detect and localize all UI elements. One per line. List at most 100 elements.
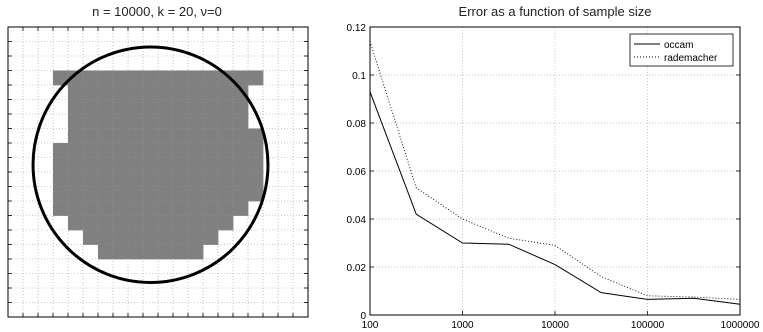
filled-cell (113, 99, 129, 115)
filled-cell (68, 128, 84, 144)
filled-cell (218, 114, 234, 129)
filled-cell (53, 70, 69, 86)
filled-cell (98, 215, 114, 231)
filled-cell (113, 215, 129, 231)
filled-cell (173, 230, 189, 245)
filled-cell (113, 244, 129, 260)
filled-cell (233, 172, 249, 187)
filled-cell (203, 157, 219, 173)
filled-cell (158, 244, 174, 260)
filled-cell (143, 215, 159, 231)
filled-cell (68, 215, 84, 231)
filled-cell (218, 70, 234, 86)
filled-cell (128, 172, 144, 187)
filled-cell (158, 215, 174, 231)
filled-cell (248, 143, 264, 158)
filled-cell (218, 215, 234, 231)
filled-cell (113, 201, 129, 216)
filled-cell (83, 157, 99, 173)
filled-cell (218, 157, 234, 173)
filled-cell (203, 215, 219, 231)
filled-cell (188, 157, 204, 173)
filled-cell (158, 157, 174, 173)
series-line-rademacher (369, 41, 741, 300)
filled-cell (143, 85, 159, 100)
y-tick-label: 0 (360, 311, 366, 322)
filled-cell (98, 201, 114, 216)
filled-cell (143, 70, 159, 86)
filled-cell (98, 157, 114, 173)
filled-cell (203, 70, 219, 86)
filled-cell (188, 244, 204, 260)
filled-cell (113, 186, 129, 202)
right-plot-title: Error as a function of sample size (459, 4, 652, 19)
filled-cells-group (53, 70, 264, 260)
filled-cell (143, 244, 159, 260)
filled-cell (158, 143, 174, 158)
filled-cell (128, 157, 144, 173)
filled-cell (143, 201, 159, 216)
filled-cell (188, 85, 204, 100)
x-tick-label: 100 (362, 320, 379, 331)
filled-cell (218, 201, 234, 216)
filled-cell (218, 143, 234, 158)
filled-cell (143, 230, 159, 245)
filled-cell (143, 128, 159, 144)
filled-cell (113, 143, 129, 158)
filled-cell (68, 143, 84, 158)
filled-cell (98, 128, 114, 144)
filled-cell (128, 99, 144, 115)
x-tick-label: 100000 (631, 320, 665, 331)
filled-cell (173, 70, 189, 86)
circle-group (31, 45, 270, 284)
series-line-occam (369, 91, 741, 305)
filled-cell (173, 157, 189, 173)
filled-cell (143, 99, 159, 115)
left-plot-title: n = 10000, k = 20, ν=0 (92, 4, 222, 19)
filled-cell (113, 172, 129, 187)
filled-cell (233, 128, 249, 144)
filled-cell (83, 143, 99, 158)
filled-cell (173, 186, 189, 202)
filled-cell (248, 157, 264, 173)
y-tick-label: 0.02 (347, 263, 367, 274)
filled-cell (233, 99, 249, 115)
filled-cell (128, 85, 144, 100)
filled-cell (128, 186, 144, 202)
right-axis-ticks: 100 1000 10000 100000 1000000 0 0.02 0.04 0.06 0.… (347, 23, 760, 331)
filled-cell (113, 128, 129, 144)
filled-cell (83, 128, 99, 144)
filled-cell (173, 114, 189, 129)
filled-cell (173, 85, 189, 100)
legend-box (629, 33, 734, 67)
filled-cell (203, 186, 219, 202)
filled-cell (68, 70, 84, 86)
filled-cell (83, 186, 99, 202)
y-tick-label: 0.04 (347, 215, 367, 226)
filled-cell (218, 172, 234, 187)
filled-cell (248, 128, 264, 144)
filled-cell (83, 172, 99, 187)
filled-cell (98, 230, 114, 245)
filled-cell (113, 70, 129, 86)
filled-cell (113, 114, 129, 129)
filled-cell (128, 201, 144, 216)
legend-label-rademacher: rademacher (664, 53, 718, 64)
right-plot-panel: Error as a function of sample size 100 10… (347, 4, 760, 331)
filled-cell (233, 157, 249, 173)
filled-cell (188, 230, 204, 245)
filled-cell (203, 114, 219, 129)
filled-cell (98, 114, 114, 129)
x-tick-label: 1000 (451, 320, 474, 331)
filled-cell (98, 143, 114, 158)
filled-cell (128, 114, 144, 129)
y-tick-label: 0.06 (347, 167, 367, 178)
filled-cell (128, 70, 144, 86)
filled-cell (233, 201, 249, 216)
decision-circle (31, 45, 270, 284)
filled-cell (158, 172, 174, 187)
filled-cell (173, 215, 189, 231)
filled-cell (143, 143, 159, 158)
filled-cell (158, 186, 174, 202)
filled-cell (158, 99, 174, 115)
